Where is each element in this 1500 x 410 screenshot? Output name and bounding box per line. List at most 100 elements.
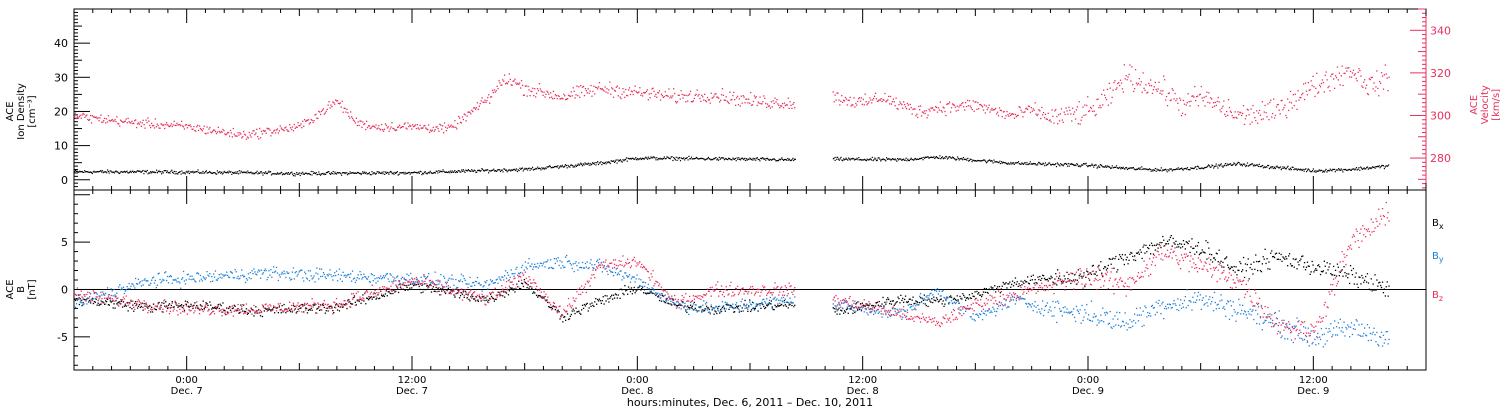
velocity-point (980, 104, 982, 106)
density-point (76, 170, 78, 172)
velocity-point (503, 80, 505, 82)
velocity-point (429, 129, 432, 131)
b-By-point (450, 278, 452, 280)
velocity-point (610, 93, 612, 95)
velocity-point (740, 95, 742, 97)
b-Bx-point (974, 291, 976, 293)
velocity-point (887, 99, 889, 101)
b-Bx-point (764, 307, 766, 310)
b-Bx-point (1256, 260, 1258, 263)
velocity-point (602, 89, 604, 91)
velocity-point (882, 99, 884, 101)
b-Bx-point (447, 287, 449, 289)
b-By-point (385, 273, 387, 275)
density-point (294, 175, 296, 177)
density-point (480, 170, 482, 172)
b-Bx-point (1066, 271, 1068, 273)
velocity-point (1015, 116, 1017, 118)
b-Bx-point (1244, 263, 1247, 265)
density-point (949, 156, 951, 158)
density-point (649, 157, 651, 160)
velocity-point (274, 129, 276, 131)
b-Bx-point (379, 297, 381, 299)
b-Bx-point (477, 300, 479, 303)
density-point (873, 159, 875, 161)
velocity-point (182, 125, 184, 127)
b-Bx-point (1010, 286, 1012, 288)
density-point (1056, 162, 1058, 164)
velocity-point (672, 95, 674, 97)
b-Bx-point (1182, 240, 1185, 242)
b-Bx-point (485, 297, 487, 299)
b-Bx-point (417, 283, 419, 285)
b-Bx-point (609, 297, 611, 300)
density-point (975, 160, 977, 162)
density-point (255, 172, 257, 174)
density-point (156, 172, 158, 174)
b-By-point (419, 282, 421, 285)
b-Bx-point (514, 291, 516, 293)
b-Bx-point (900, 294, 902, 296)
density-point (248, 172, 251, 174)
b-By-point (623, 277, 625, 279)
velocity-point (1332, 73, 1334, 75)
density-point (761, 157, 763, 159)
velocity-point (621, 93, 623, 95)
density-point (1202, 168, 1205, 170)
b-Bx-point (267, 309, 269, 311)
velocity-point (631, 91, 633, 93)
density-point (968, 160, 970, 162)
b-By-point (260, 269, 263, 271)
velocity-point (276, 128, 279, 130)
density-point (215, 173, 217, 175)
density-point (1257, 164, 1259, 166)
b-Bx-point (149, 304, 151, 307)
b-Bx-point (101, 301, 103, 303)
b-By-point (573, 270, 575, 273)
density-point (877, 157, 879, 159)
b-Bx-point (474, 298, 476, 300)
density-point (615, 159, 617, 161)
density-point (1013, 163, 1015, 165)
b-Bx-point (466, 297, 468, 299)
velocity-point (1334, 87, 1336, 89)
b-Bx-point (1202, 251, 1204, 253)
velocity-point (1120, 82, 1123, 84)
density-point (606, 161, 608, 163)
density-point (325, 173, 327, 175)
density-point (428, 172, 431, 174)
velocity-point (376, 128, 378, 130)
b-By-point (643, 285, 646, 287)
density-point (1136, 168, 1138, 170)
velocity-point (145, 119, 147, 121)
density-point (783, 159, 785, 161)
b-Bx-point (890, 303, 893, 305)
velocity-point (661, 95, 663, 97)
density-point (1060, 163, 1062, 165)
density-point (177, 172, 180, 174)
velocity-point (474, 107, 476, 109)
density-point (134, 171, 136, 173)
velocity-point (461, 116, 464, 118)
velocity-point (384, 123, 387, 125)
density-point (1376, 166, 1378, 168)
b-By-point (545, 261, 547, 263)
density-point (265, 172, 267, 174)
velocity-point (140, 125, 142, 127)
b-By-point (644, 282, 647, 284)
density-point (431, 172, 433, 175)
b-Bx-point (284, 308, 286, 310)
b-By-point (410, 272, 412, 275)
b-Bx-point (1245, 270, 1247, 272)
b-Bx-point (651, 292, 653, 294)
b-By-point (532, 268, 534, 270)
density-point (711, 158, 713, 161)
density-point (1170, 168, 1172, 170)
density-point (410, 172, 412, 174)
b-By-point (554, 262, 556, 265)
velocity-point (1300, 96, 1302, 99)
b-Bx-point (1082, 275, 1084, 278)
b-Bx-point (737, 305, 740, 307)
density-point (254, 173, 256, 175)
density-point (683, 157, 685, 159)
